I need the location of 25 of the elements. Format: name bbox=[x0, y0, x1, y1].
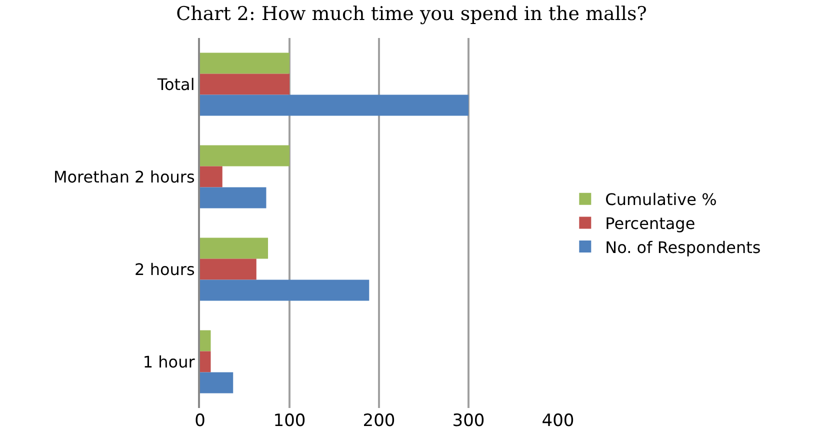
bar bbox=[200, 351, 211, 372]
bar bbox=[200, 74, 290, 95]
legend-label: Percentage bbox=[605, 214, 696, 233]
x-tick-label: 400 bbox=[542, 411, 574, 431]
bar bbox=[200, 187, 266, 208]
bar bbox=[200, 145, 290, 166]
y-tick-label: 2 hours bbox=[134, 260, 195, 279]
bar bbox=[200, 258, 256, 280]
chart-title: Chart 2: How much time you spend in the malls? bbox=[176, 3, 647, 26]
y-tick-label: Morethan 2 hours bbox=[53, 167, 195, 186]
x-tick-label: 200 bbox=[362, 411, 396, 431]
bar bbox=[200, 280, 370, 301]
x-tick-label: 300 bbox=[452, 411, 485, 431]
y-tick-label: 1 hour bbox=[142, 352, 196, 372]
legend-label: Cumulative % bbox=[605, 190, 717, 210]
bar bbox=[200, 166, 222, 188]
bar bbox=[200, 330, 211, 352]
x-tick-label: 100 bbox=[273, 411, 306, 431]
x-tick-label: 0 bbox=[194, 411, 206, 431]
legend-label: No. of Respondents bbox=[605, 238, 761, 257]
bar bbox=[200, 52, 290, 74]
bar bbox=[200, 238, 268, 259]
bar bbox=[200, 372, 234, 394]
bar bbox=[200, 94, 468, 116]
y-tick-label: Total bbox=[156, 74, 195, 94]
